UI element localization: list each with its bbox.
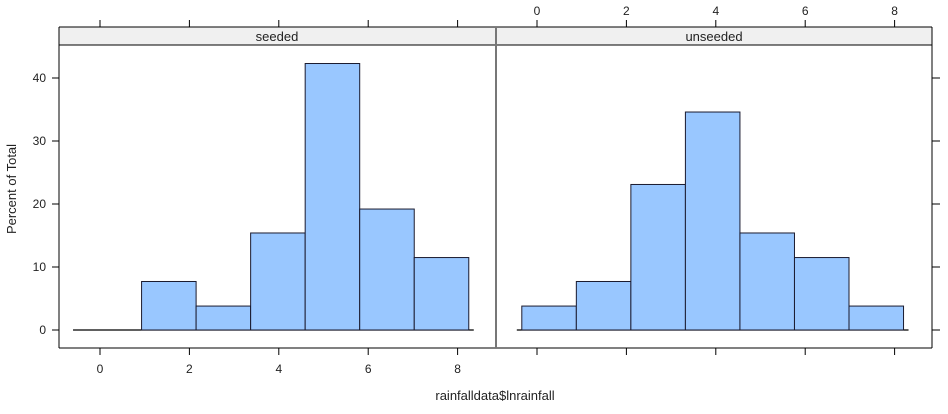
x-tick-label-bottom: 6 [365, 362, 372, 376]
histogram-bar [739, 232, 795, 331]
y-tick-label: 40 [33, 71, 47, 85]
histogram-bar [195, 305, 252, 331]
x-axis-title: rainfalldata$lnrainfall [435, 388, 554, 403]
unseeded-panel-bars [516, 111, 909, 331]
histogram-bar [630, 183, 686, 331]
x-tick-label-bottom: 2 [186, 362, 193, 376]
histogram-bar [575, 280, 632, 331]
y-tick-label: 10 [33, 260, 47, 274]
histogram-bar [304, 63, 361, 331]
histogram-bar [521, 305, 577, 331]
x-tick-label-top: 0 [534, 4, 541, 18]
axes: 0 10 20 30 40 0 0 2 2 4 4 6 6 8 8 [33, 4, 940, 376]
histogram-bar [250, 232, 306, 331]
x-tick-label-top: 2 [623, 4, 630, 18]
x-tick-label-top: 6 [802, 4, 809, 18]
x-tick-label-bottom: 8 [454, 362, 461, 376]
histogram-bar [848, 305, 905, 331]
y-axis-title: Percent of Total [4, 144, 19, 234]
y-tick-label: 20 [33, 197, 47, 211]
seeded-panel-bars [73, 63, 474, 331]
strip-label-seeded: seeded [256, 29, 299, 44]
y-tick-label: 30 [33, 134, 47, 148]
x-tick-label-top: 8 [891, 4, 898, 18]
x-tick-label-bottom: 4 [275, 362, 282, 376]
x-tick-label-top: 4 [712, 4, 719, 18]
strip-background [496, 27, 932, 45]
panel-frames [58, 26, 933, 349]
histogram-bar [684, 111, 741, 331]
histogram-bar [413, 257, 470, 331]
y-tick-label: 0 [39, 323, 46, 337]
strip-background [59, 27, 496, 45]
histogram-bar [793, 257, 850, 331]
x-tick-label-bottom: 0 [97, 362, 104, 376]
histogram-bar [141, 280, 197, 331]
histogram-bar [359, 208, 415, 331]
strip-label-unseeded: unseeded [685, 29, 742, 44]
